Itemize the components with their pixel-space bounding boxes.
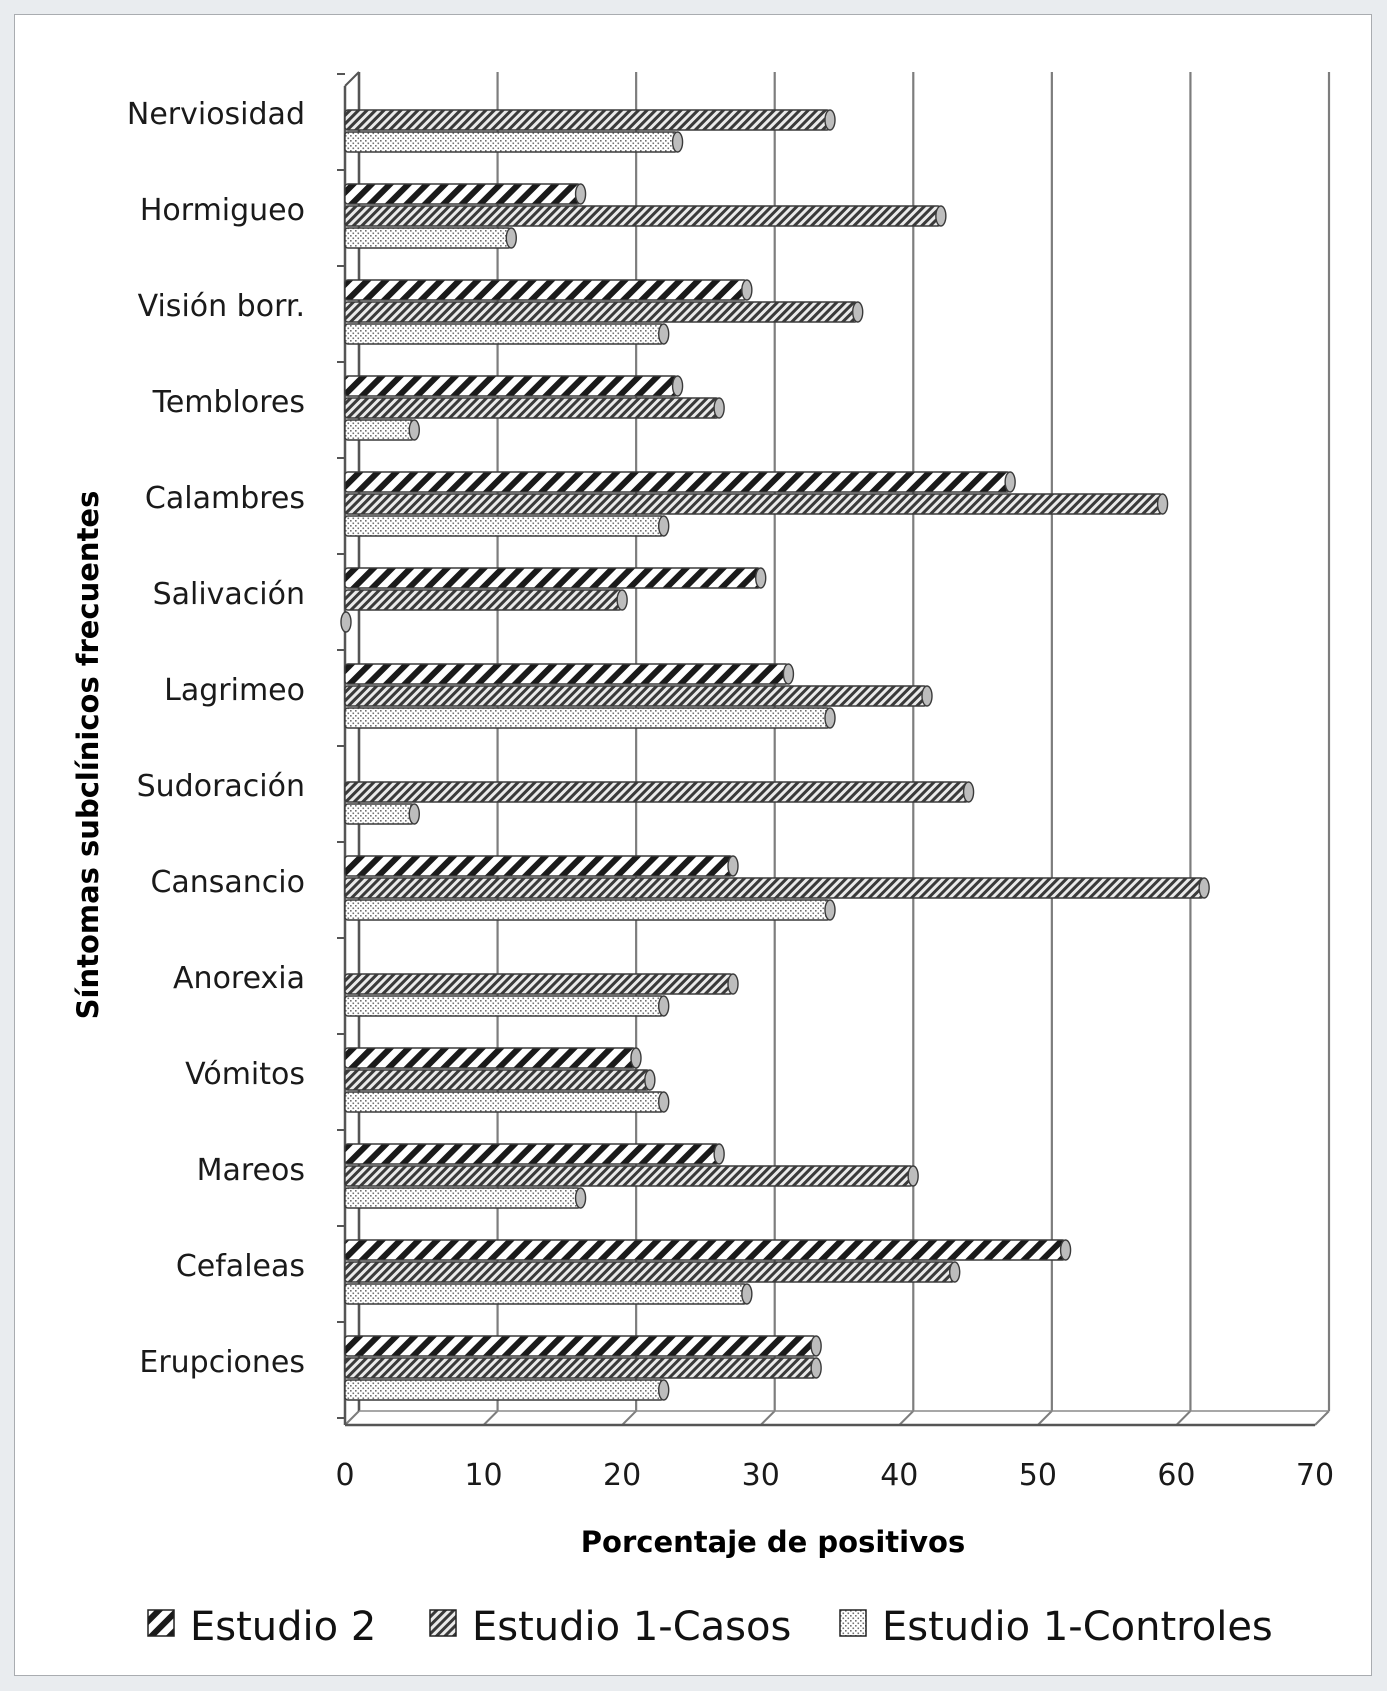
bar-3-11 (344, 1187, 587, 1209)
grid-layer (337, 71, 1331, 1427)
floor-tick-3 (760, 1410, 776, 1426)
floor-tick-6 (1175, 1410, 1192, 1426)
legend-swatch (147, 1609, 175, 1637)
x-tick-label-2: 20 (603, 1458, 641, 1493)
bar-1-2 (344, 279, 753, 301)
legend-item-2: Estudio 1-Casos (429, 1604, 791, 1650)
floor-tick-1 (482, 1410, 499, 1426)
legend-swatch (429, 1609, 457, 1637)
bar-2-4 (344, 493, 1169, 515)
bar-3-5 (340, 611, 352, 633)
category-label: Nerviosidad (127, 97, 305, 132)
bar-1-13 (344, 1335, 822, 1357)
bar-3-13 (344, 1379, 670, 1401)
axis-top-depth (344, 71, 360, 87)
bar-2-11 (344, 1165, 919, 1187)
x-tick-label-4: 40 (880, 1458, 918, 1493)
bar-3-9 (344, 995, 670, 1017)
bar-1-10 (344, 1047, 642, 1069)
legend-item-3: Estudio 1-Controles (839, 1604, 1273, 1650)
x-tick-label-5: 50 (1019, 1458, 1057, 1493)
bar-2-9 (344, 973, 739, 995)
bar-2-8 (344, 877, 1210, 899)
bars-layer (340, 109, 1210, 1401)
bar-2-5 (344, 589, 628, 611)
bar-3-12 (344, 1283, 753, 1305)
bar-2-6 (344, 685, 933, 707)
bar-1-4 (344, 471, 1016, 493)
x-tick-label-0: 0 (335, 1458, 354, 1493)
bar-2-13 (344, 1357, 822, 1379)
floor-tick-4 (898, 1410, 914, 1426)
bar-2-0 (344, 109, 836, 131)
bar-2-12 (344, 1261, 961, 1283)
category-label: Hormigueo (140, 193, 305, 228)
category-label: Erupciones (139, 1345, 305, 1380)
text-layer: Nerviosidad Hormigueo Visión borr. Temblore… (71, 97, 1334, 1559)
legend-label: Estudio 2 (190, 1604, 376, 1650)
category-label: Temblores (152, 385, 305, 420)
floor-tick-2 (621, 1410, 637, 1426)
bar-2-2 (344, 301, 864, 323)
bar-3-2 (344, 323, 670, 345)
bar-2-10 (344, 1069, 656, 1091)
category-label: Anorexia (173, 961, 305, 996)
y-axis-title: Síntomas subclínicos frecuentes (71, 491, 105, 1020)
category-label: Sudoración (137, 769, 305, 804)
bar-2-3 (344, 397, 725, 419)
floor-tick-5 (1037, 1410, 1053, 1426)
bar-3-8 (344, 899, 836, 921)
category-label: Salivación (153, 577, 305, 612)
bar-2-1 (344, 205, 947, 227)
bar-1-3 (344, 375, 684, 397)
bar-3-7 (344, 803, 420, 825)
category-label: Calambres (145, 481, 305, 516)
floor-tick-7 (1314, 1410, 1330, 1426)
x-tick-label-3: 30 (742, 1458, 780, 1493)
bar-3-0 (344, 131, 684, 153)
x-axis-title: Porcentaje de positivos (581, 1525, 965, 1559)
bar-1-5 (344, 567, 767, 589)
category-label: Lagrimeo (164, 673, 305, 708)
floor-tick-0 (344, 1410, 360, 1426)
bar-3-4 (344, 515, 670, 537)
category-label: Mareos (197, 1153, 305, 1188)
bar-2-7 (344, 781, 975, 803)
bar-1-11 (344, 1143, 725, 1165)
bar-1-12 (344, 1239, 1072, 1261)
category-label: Vómitos (185, 1057, 305, 1092)
category-label: Cefaleas (176, 1249, 305, 1284)
bar-1-8 (344, 855, 739, 877)
bar-3-1 (344, 227, 517, 249)
legend-swatch (839, 1609, 867, 1637)
legend-label: Estudio 1-Controles (882, 1604, 1273, 1650)
legend: Estudio 2 Estudio 1-Casos Estudio 1-Contro… (147, 1604, 1273, 1650)
legend-item-1: Estudio 2 (147, 1604, 376, 1650)
bar-3-6 (344, 707, 836, 729)
x-tick-label-7: 70 (1296, 1458, 1334, 1493)
category-label: Cansancio (150, 865, 305, 900)
x-tick-label-6: 60 (1157, 1458, 1195, 1493)
x-tick-label-1: 10 (464, 1458, 502, 1493)
legend-label: Estudio 1-Casos (472, 1604, 791, 1650)
bar-1-6 (344, 663, 795, 685)
bar-3-10 (344, 1091, 670, 1113)
bar-1-1 (344, 183, 587, 205)
category-label: Visión borr. (138, 289, 305, 324)
bar-3-3 (344, 419, 420, 441)
